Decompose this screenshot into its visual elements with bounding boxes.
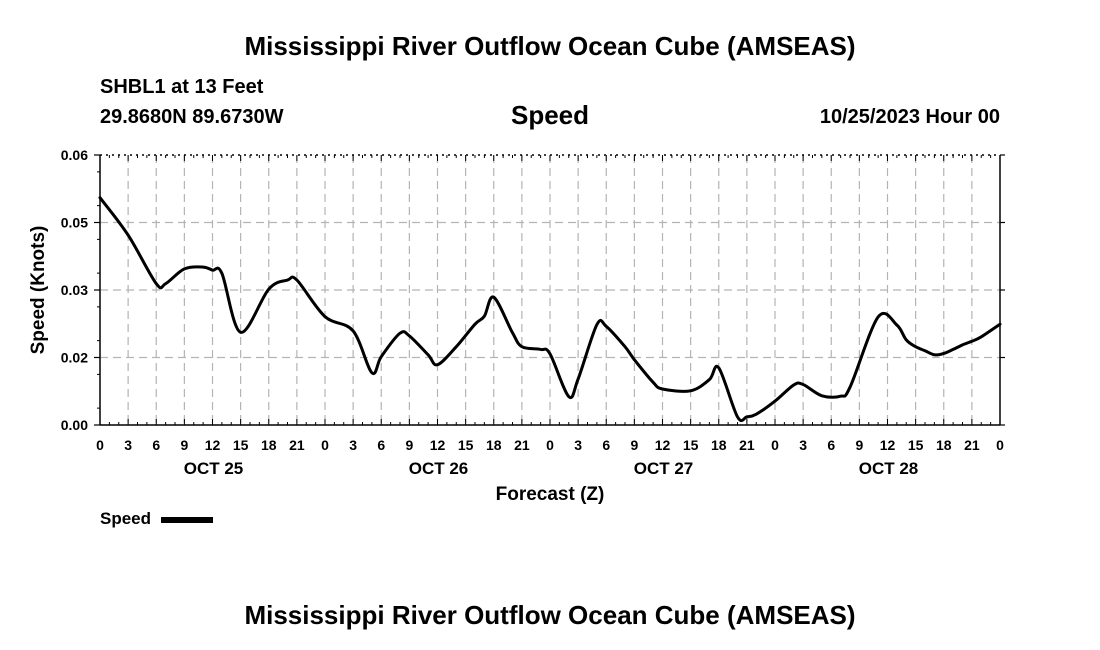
date-label: OCT 25: [184, 459, 244, 478]
x-tick-label: 0: [546, 437, 554, 453]
x-tick-label: 6: [377, 437, 385, 453]
x-tick-label: 21: [964, 437, 980, 453]
y-tick-label: 0.00: [61, 417, 88, 433]
x-tick-label: 12: [655, 437, 671, 453]
x-tick-label: 15: [683, 437, 699, 453]
x-tick-label: 15: [908, 437, 924, 453]
footer-title: Mississippi River Outflow Ocean Cube (AM…: [244, 600, 856, 630]
y-tick-label: 0.02: [61, 350, 88, 366]
station-label: SHBL1 at 13 Feet: [100, 76, 264, 98]
x-axis-title: Forecast (Z): [496, 484, 605, 505]
date-label: OCT 27: [634, 459, 694, 478]
x-tick-label: 18: [936, 437, 952, 453]
x-tick-label: 0: [996, 437, 1004, 453]
x-tick-label: 6: [827, 437, 835, 453]
variable-title: Speed: [510, 100, 590, 130]
x-tick-label: 9: [180, 437, 188, 453]
date-label: OCT 26: [409, 459, 469, 478]
x-tick-label: 6: [602, 437, 610, 453]
y-tick-label: 0.05: [61, 215, 88, 231]
legend-label: Speed: [100, 509, 152, 528]
x-tick-label: 9: [405, 437, 413, 453]
x-tick-label: 9: [855, 437, 863, 453]
x-tick-label: 12: [880, 437, 896, 453]
x-tick-label: 18: [711, 437, 727, 453]
x-tick-label: 12: [205, 437, 221, 453]
x-tick-label: 18: [261, 437, 277, 453]
chart-title: Mississippi River Outflow Ocean Cube (AM…: [244, 31, 856, 61]
y-tick-label: 0.03: [61, 282, 88, 298]
x-tick-label: 6: [152, 437, 160, 453]
x-tick-label: 0: [771, 437, 779, 453]
legend-swatch: [161, 517, 213, 523]
x-tick-label: 9: [630, 437, 638, 453]
x-tick-label: 0: [321, 437, 329, 453]
y-axis-title: Speed (Knots): [28, 226, 49, 355]
x-tick-label: 18: [486, 437, 502, 453]
series-line-speed: [98, 196, 1002, 423]
x-tick-label: 15: [233, 437, 249, 453]
x-tick-label: 3: [799, 437, 807, 453]
station-location: 29.8680N 89.6730W: [100, 106, 284, 128]
x-tick-label: 21: [514, 437, 530, 453]
x-tick-label: 21: [739, 437, 755, 453]
x-tick-label: 12: [430, 437, 446, 453]
y-tick-label: 0.06: [61, 147, 88, 163]
x-tick-label: 0: [96, 437, 104, 453]
date-label: OCT 28: [859, 459, 919, 478]
x-tick-label: 3: [574, 437, 582, 453]
forecast-datetime: 10/25/2023 Hour 00: [819, 106, 1000, 128]
x-tick-label: 3: [124, 437, 132, 453]
x-tick-label: 21: [289, 437, 305, 453]
x-tick-label: 15: [458, 437, 474, 453]
x-tick-label: 3: [349, 437, 357, 453]
